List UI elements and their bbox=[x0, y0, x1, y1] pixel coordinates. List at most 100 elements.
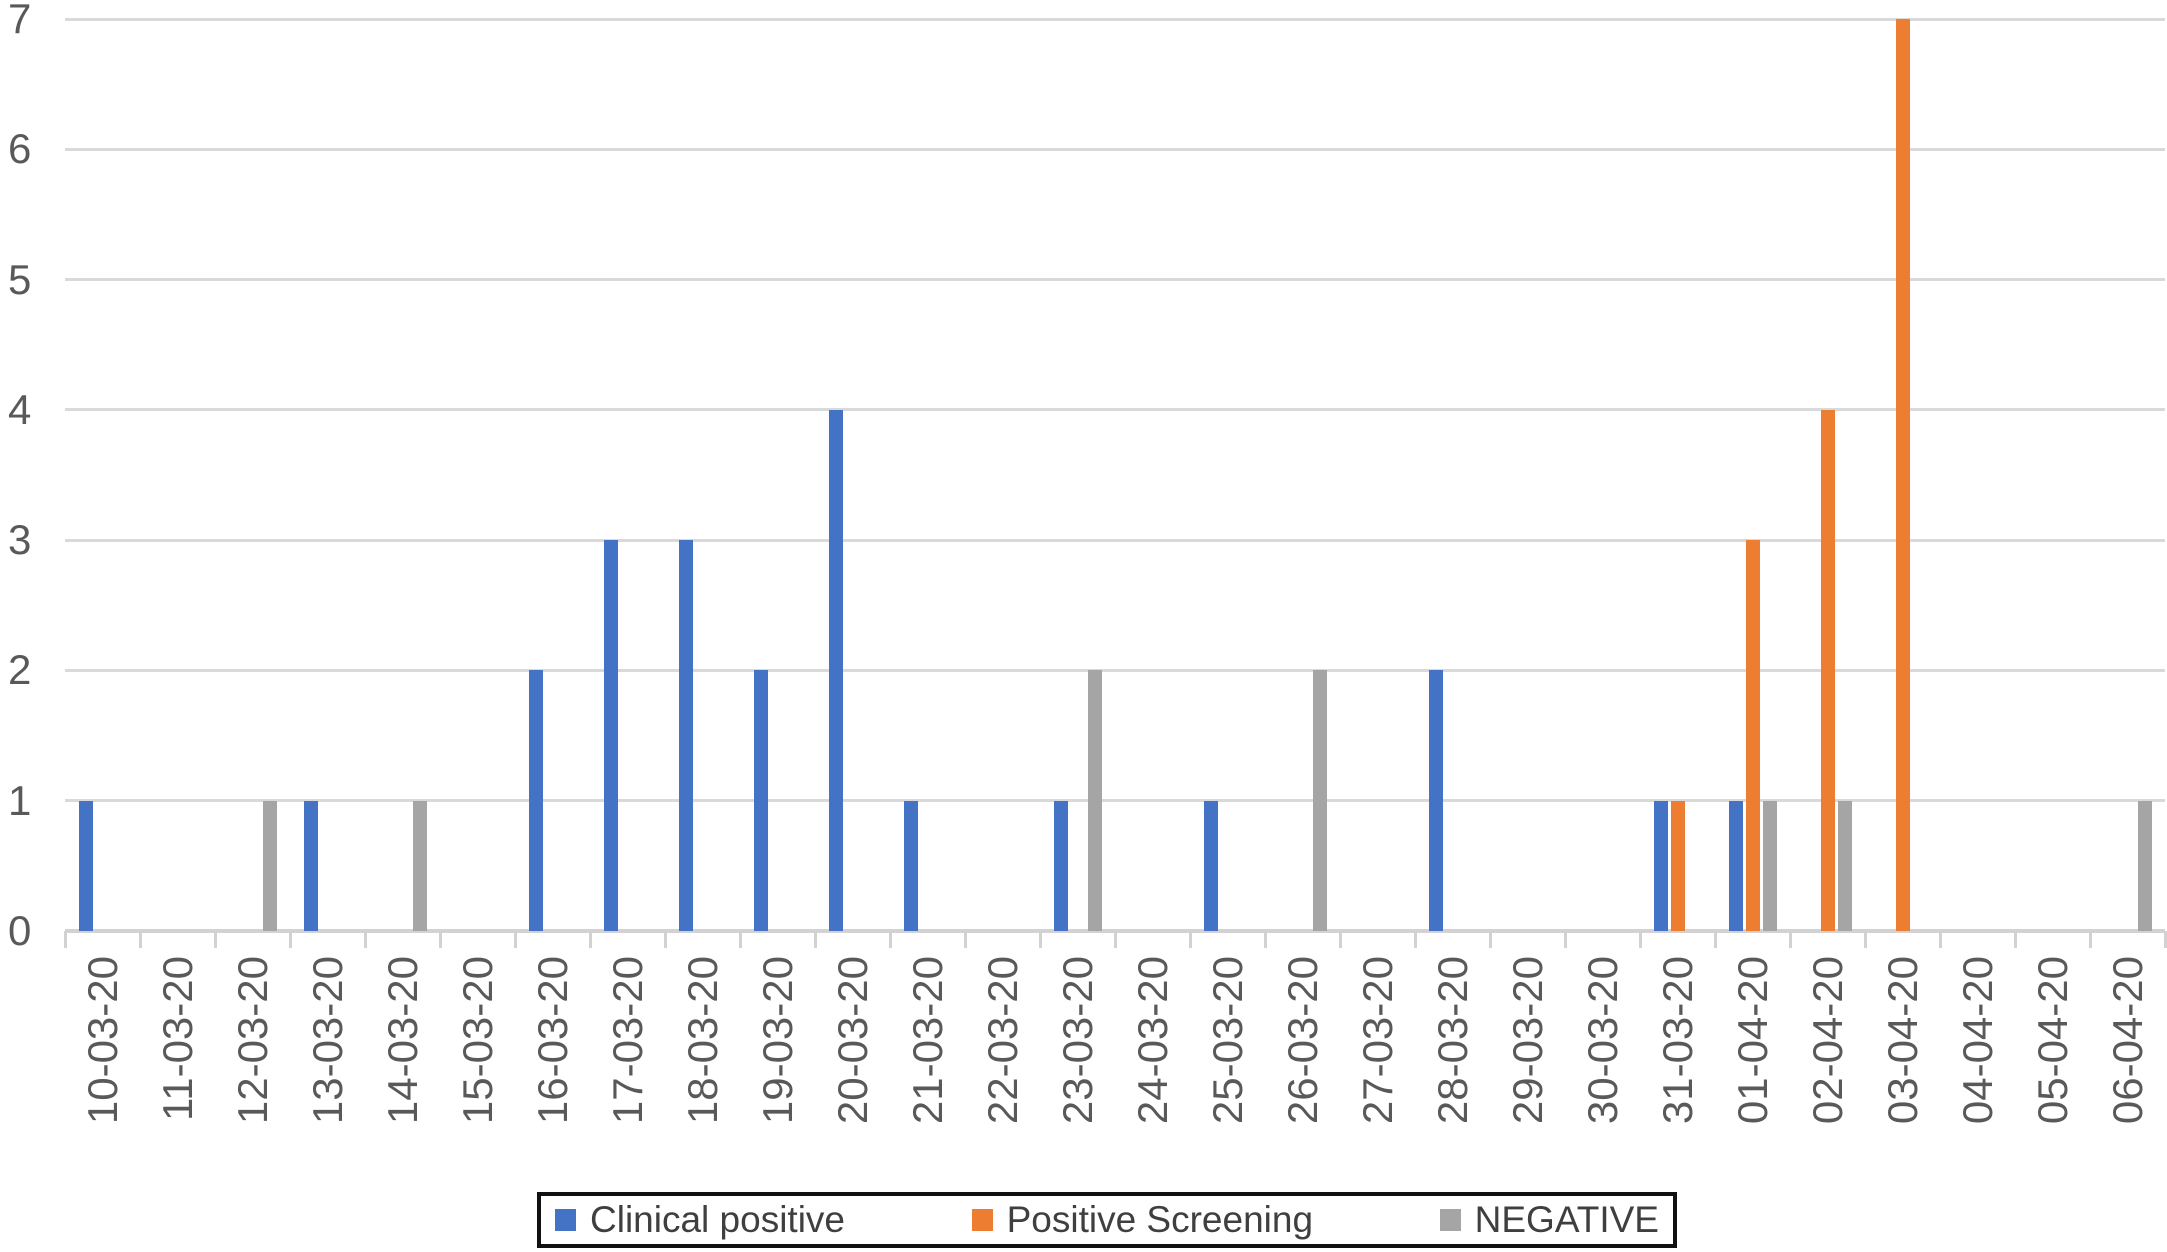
x-axis-label-text: 21-03-20 bbox=[903, 956, 951, 1125]
x-axis-tick bbox=[814, 931, 817, 948]
bar bbox=[262, 800, 277, 931]
x-axis-tick bbox=[289, 931, 292, 948]
bar bbox=[1053, 800, 1068, 931]
x-axis-label-text: 20-03-20 bbox=[828, 956, 876, 1125]
bar bbox=[1820, 409, 1835, 931]
bar bbox=[1653, 800, 1668, 931]
y-axis-label: 4 bbox=[8, 385, 32, 433]
y-axis-label: 7 bbox=[8, 0, 32, 43]
x-axis-label-text: 22-03-20 bbox=[978, 956, 1026, 1125]
x-axis-label: 18-03-20 bbox=[678, 956, 726, 1125]
x-axis-tick bbox=[664, 931, 667, 948]
legend-item: Clinical positive bbox=[555, 1199, 845, 1241]
x-axis-label-text: 14-03-20 bbox=[378, 956, 426, 1125]
x-axis-label-text: 04-04-20 bbox=[1953, 956, 2001, 1125]
x-axis-label: 11-03-20 bbox=[153, 956, 201, 1122]
x-axis-label-text: 05-04-20 bbox=[2028, 956, 2076, 1125]
x-axis-label: 16-03-20 bbox=[529, 956, 576, 1124]
x-axis-tick bbox=[889, 931, 892, 948]
x-axis-tick bbox=[1489, 931, 1492, 948]
x-axis-label: 01-04-20 bbox=[1728, 956, 1776, 1125]
bar bbox=[78, 800, 93, 931]
x-axis-tick bbox=[1114, 931, 1117, 948]
x-axis-label: 15-03-20 bbox=[453, 956, 501, 1125]
x-axis-label-text: 19-03-20 bbox=[753, 956, 801, 1125]
bar bbox=[828, 409, 843, 931]
x-axis-label-text: 23-03-20 bbox=[1053, 956, 1101, 1125]
legend-label: NEGATIVE bbox=[1474, 1199, 1659, 1240]
x-axis-label-text: 28-03-20 bbox=[1428, 956, 1476, 1125]
bar bbox=[678, 540, 693, 931]
x-axis-label: 06-04-20 bbox=[2104, 956, 2151, 1124]
x-axis-label: 31-03-20 bbox=[1653, 956, 1701, 1125]
x-axis-label: 10-03-20 bbox=[78, 956, 126, 1125]
gridline bbox=[65, 538, 2165, 542]
bar bbox=[1203, 800, 1218, 931]
x-axis-label: 02-04-20 bbox=[1803, 956, 1851, 1125]
y-axis-label: 3 bbox=[8, 516, 32, 564]
bar bbox=[1762, 800, 1777, 931]
x-axis-label: 26-03-20 bbox=[1278, 956, 1326, 1125]
x-axis-label: 22-03-20 bbox=[978, 956, 1026, 1125]
x-axis-tick bbox=[514, 931, 517, 948]
legend-swatch bbox=[555, 1209, 576, 1231]
bar bbox=[753, 670, 768, 931]
x-axis-tick bbox=[1039, 931, 1042, 948]
x-axis-label: 24-03-20 bbox=[1129, 956, 1176, 1124]
x-axis-label-text: 15-03-20 bbox=[453, 956, 501, 1125]
bar bbox=[528, 670, 543, 931]
x-axis-label-text: 13-03-20 bbox=[303, 956, 351, 1125]
bar bbox=[903, 800, 918, 931]
x-axis-tick bbox=[1339, 931, 1342, 948]
gridline bbox=[65, 408, 2165, 412]
gridline bbox=[65, 147, 2165, 151]
x-axis-label: 21-03-20 bbox=[903, 956, 951, 1125]
bar bbox=[1745, 540, 1760, 931]
x-axis-tick bbox=[1264, 931, 1267, 948]
x-axis-tick bbox=[2014, 931, 2017, 948]
x-axis-tick bbox=[1414, 931, 1417, 948]
bar bbox=[1895, 19, 1910, 931]
x-axis-label: 30-03-20 bbox=[1578, 956, 1626, 1125]
x-axis-label-text: 26-03-20 bbox=[1278, 956, 1326, 1125]
bar bbox=[1428, 670, 1443, 931]
x-axis-tick bbox=[1189, 931, 1192, 948]
x-axis-label-text: 11-03-20 bbox=[153, 956, 201, 1122]
x-axis-tick bbox=[1939, 931, 1942, 948]
bar bbox=[603, 540, 618, 931]
x-axis-tick bbox=[439, 931, 442, 948]
x-axis-tick bbox=[64, 931, 67, 948]
x-axis-tick bbox=[964, 931, 967, 948]
x-axis-tick bbox=[2089, 931, 2092, 948]
x-axis-label-text: 02-04-20 bbox=[1803, 956, 1851, 1125]
y-axis-label: 0 bbox=[8, 907, 32, 954]
x-axis-label-text: 18-03-20 bbox=[678, 956, 726, 1125]
x-axis-label: 13-03-20 bbox=[303, 956, 351, 1125]
bar bbox=[412, 800, 427, 931]
x-axis-label-text: 25-03-20 bbox=[1203, 956, 1251, 1125]
legend-label: Positive Screening bbox=[1006, 1199, 1314, 1240]
x-axis-label-text: 30-03-20 bbox=[1578, 956, 1626, 1125]
x-axis-label-text: 03-04-20 bbox=[1878, 956, 1926, 1125]
legend-swatch bbox=[1439, 1209, 1461, 1231]
x-axis-label-text: 27-03-20 bbox=[1353, 956, 1401, 1125]
bar bbox=[1312, 670, 1327, 931]
bar bbox=[1087, 670, 1102, 931]
bar bbox=[1837, 800, 1852, 931]
legend-swatch bbox=[971, 1209, 993, 1231]
x-axis-label-text: 10-03-20 bbox=[78, 956, 126, 1125]
x-axis-tick bbox=[364, 931, 367, 948]
x-axis-label-text: 01-04-20 bbox=[1728, 956, 1776, 1125]
x-axis-label: 20-03-20 bbox=[828, 956, 876, 1125]
legend: Clinical positive Positive Screening NEGAT… bbox=[537, 1192, 1677, 1248]
bar bbox=[1728, 800, 1743, 931]
bar bbox=[2137, 800, 2152, 931]
x-axis-label: 17-03-20 bbox=[603, 956, 651, 1125]
bar bbox=[1670, 800, 1685, 931]
x-axis-tick bbox=[739, 931, 742, 948]
x-axis-label-text: 31-03-20 bbox=[1653, 956, 1701, 1125]
x-axis-label-text: 17-03-20 bbox=[603, 956, 651, 1125]
bar bbox=[303, 800, 318, 931]
x-axis-label: 25-03-20 bbox=[1203, 956, 1251, 1125]
